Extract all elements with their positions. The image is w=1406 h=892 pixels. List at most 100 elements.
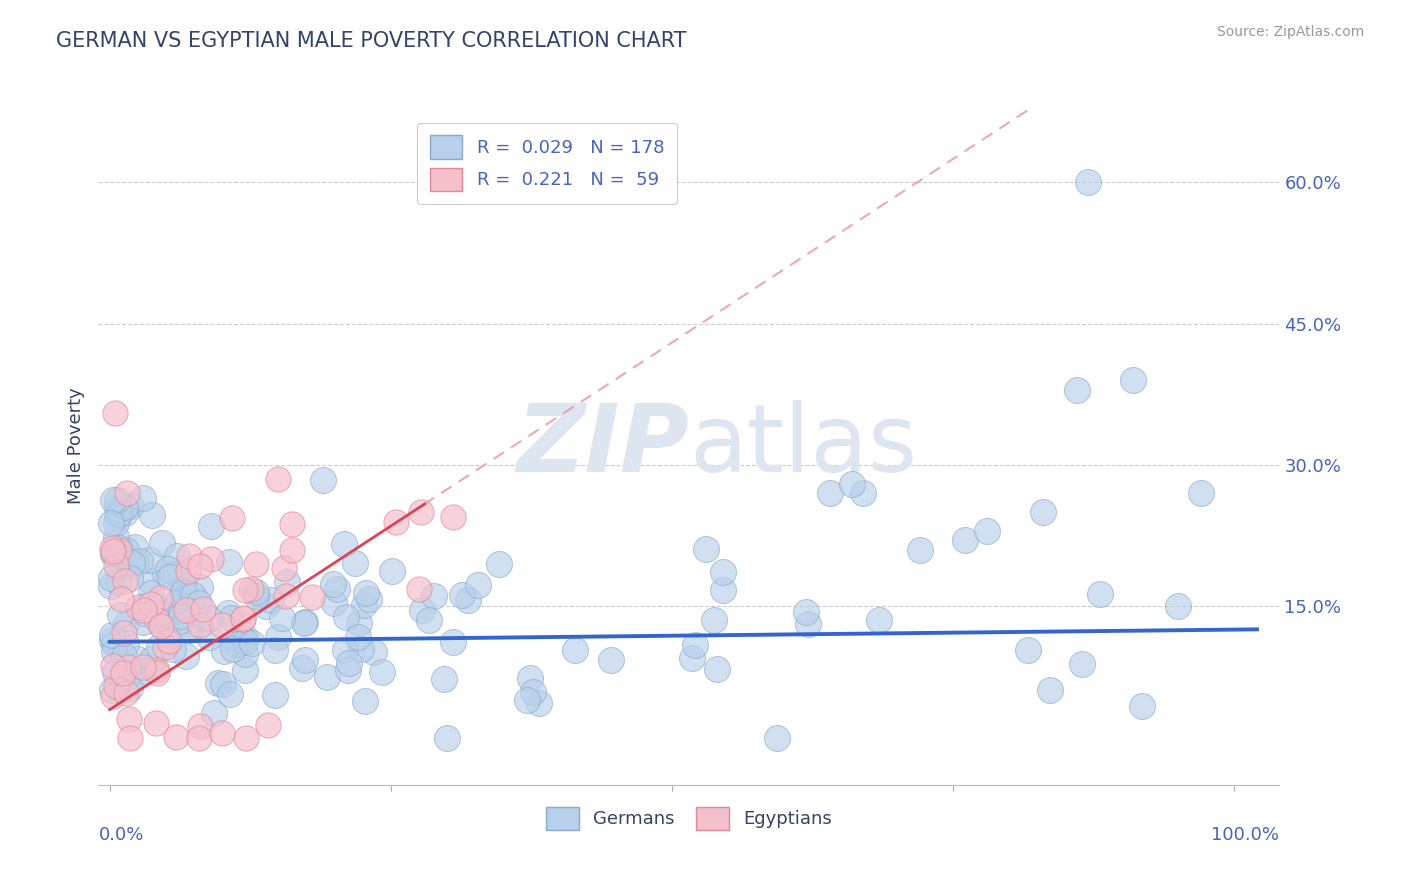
Point [233,663,256,677]
Point [132,603,155,617]
Point [107,575,129,590]
Point [271,611,294,625]
Point [336,663,359,677]
Point [141,508,163,523]
Point [1017,643,1039,657]
Point [221,611,243,625]
Point [245,585,267,599]
Point [267,472,290,486]
Point [107,558,129,573]
Point [797,617,820,632]
Point [450,588,472,602]
Point [131,491,153,506]
Point [115,635,138,649]
Point [200,552,222,566]
Point [114,507,136,521]
Point [335,642,357,657]
Point [232,611,254,625]
Point [101,543,124,558]
Point [1167,599,1189,613]
Point [107,542,129,557]
Point [408,582,430,596]
Point [115,543,138,558]
Point [117,679,139,693]
Point [101,682,124,697]
Point [267,630,290,644]
Point [115,686,138,700]
Point [115,486,138,500]
Point [527,697,550,711]
Point [139,552,162,566]
Text: GERMAN VS EGYPTIAN MALE POVERTY CORRELATION CHART: GERMAN VS EGYPTIAN MALE POVERTY CORRELAT… [56,31,686,51]
Point [181,588,204,602]
Point [1039,682,1062,697]
Point [841,477,863,491]
Text: Source: ZipAtlas.com: Source: ZipAtlas.com [1216,25,1364,39]
Point [522,685,544,699]
Point [100,516,122,530]
Point [457,593,479,607]
Point [245,557,267,571]
Point [172,576,194,591]
Point [114,557,136,571]
Text: atlas: atlas [689,400,917,492]
Point [1130,699,1153,714]
Point [1189,486,1212,500]
Point [149,617,172,632]
Point [107,506,129,520]
Point [104,516,127,530]
Point [233,632,256,647]
Point [114,574,136,588]
Point [120,499,142,513]
Point [212,677,235,691]
Point [153,640,176,654]
Point [118,731,141,745]
Point [225,637,247,651]
Point [908,542,931,557]
Point [211,726,233,740]
Point [349,642,371,657]
Point [125,555,148,569]
Point [121,556,143,570]
Text: 0.0%: 0.0% [98,826,143,844]
Point [112,648,135,663]
Point [245,590,267,604]
Point [263,688,285,702]
Point [702,613,724,627]
Point [108,508,131,522]
Point [239,582,262,596]
Point [159,569,181,583]
Point [211,618,233,632]
Point [852,486,875,500]
Point [294,615,316,629]
Point [323,596,346,610]
Point [326,582,349,596]
Point [1077,175,1099,189]
Legend: Germans, Egyptians: Germans, Egyptians [538,799,839,837]
Point [105,530,128,544]
Point [157,634,180,648]
Point [193,602,215,616]
Point [221,511,243,525]
Point [174,648,197,663]
Point [104,665,127,679]
Point [111,666,134,681]
Point [162,642,184,657]
Point [167,593,190,607]
Point [257,718,280,732]
Point [301,591,323,605]
Point [139,574,162,588]
Point [276,590,298,604]
Point [112,626,135,640]
Point [153,566,176,581]
Point [134,606,156,620]
Point [120,667,142,681]
Point [105,500,128,515]
Point [441,634,464,648]
Point [354,694,377,708]
Point [101,689,124,703]
Point [127,600,149,615]
Point [233,635,256,649]
Point [165,596,187,610]
Point [177,623,200,637]
